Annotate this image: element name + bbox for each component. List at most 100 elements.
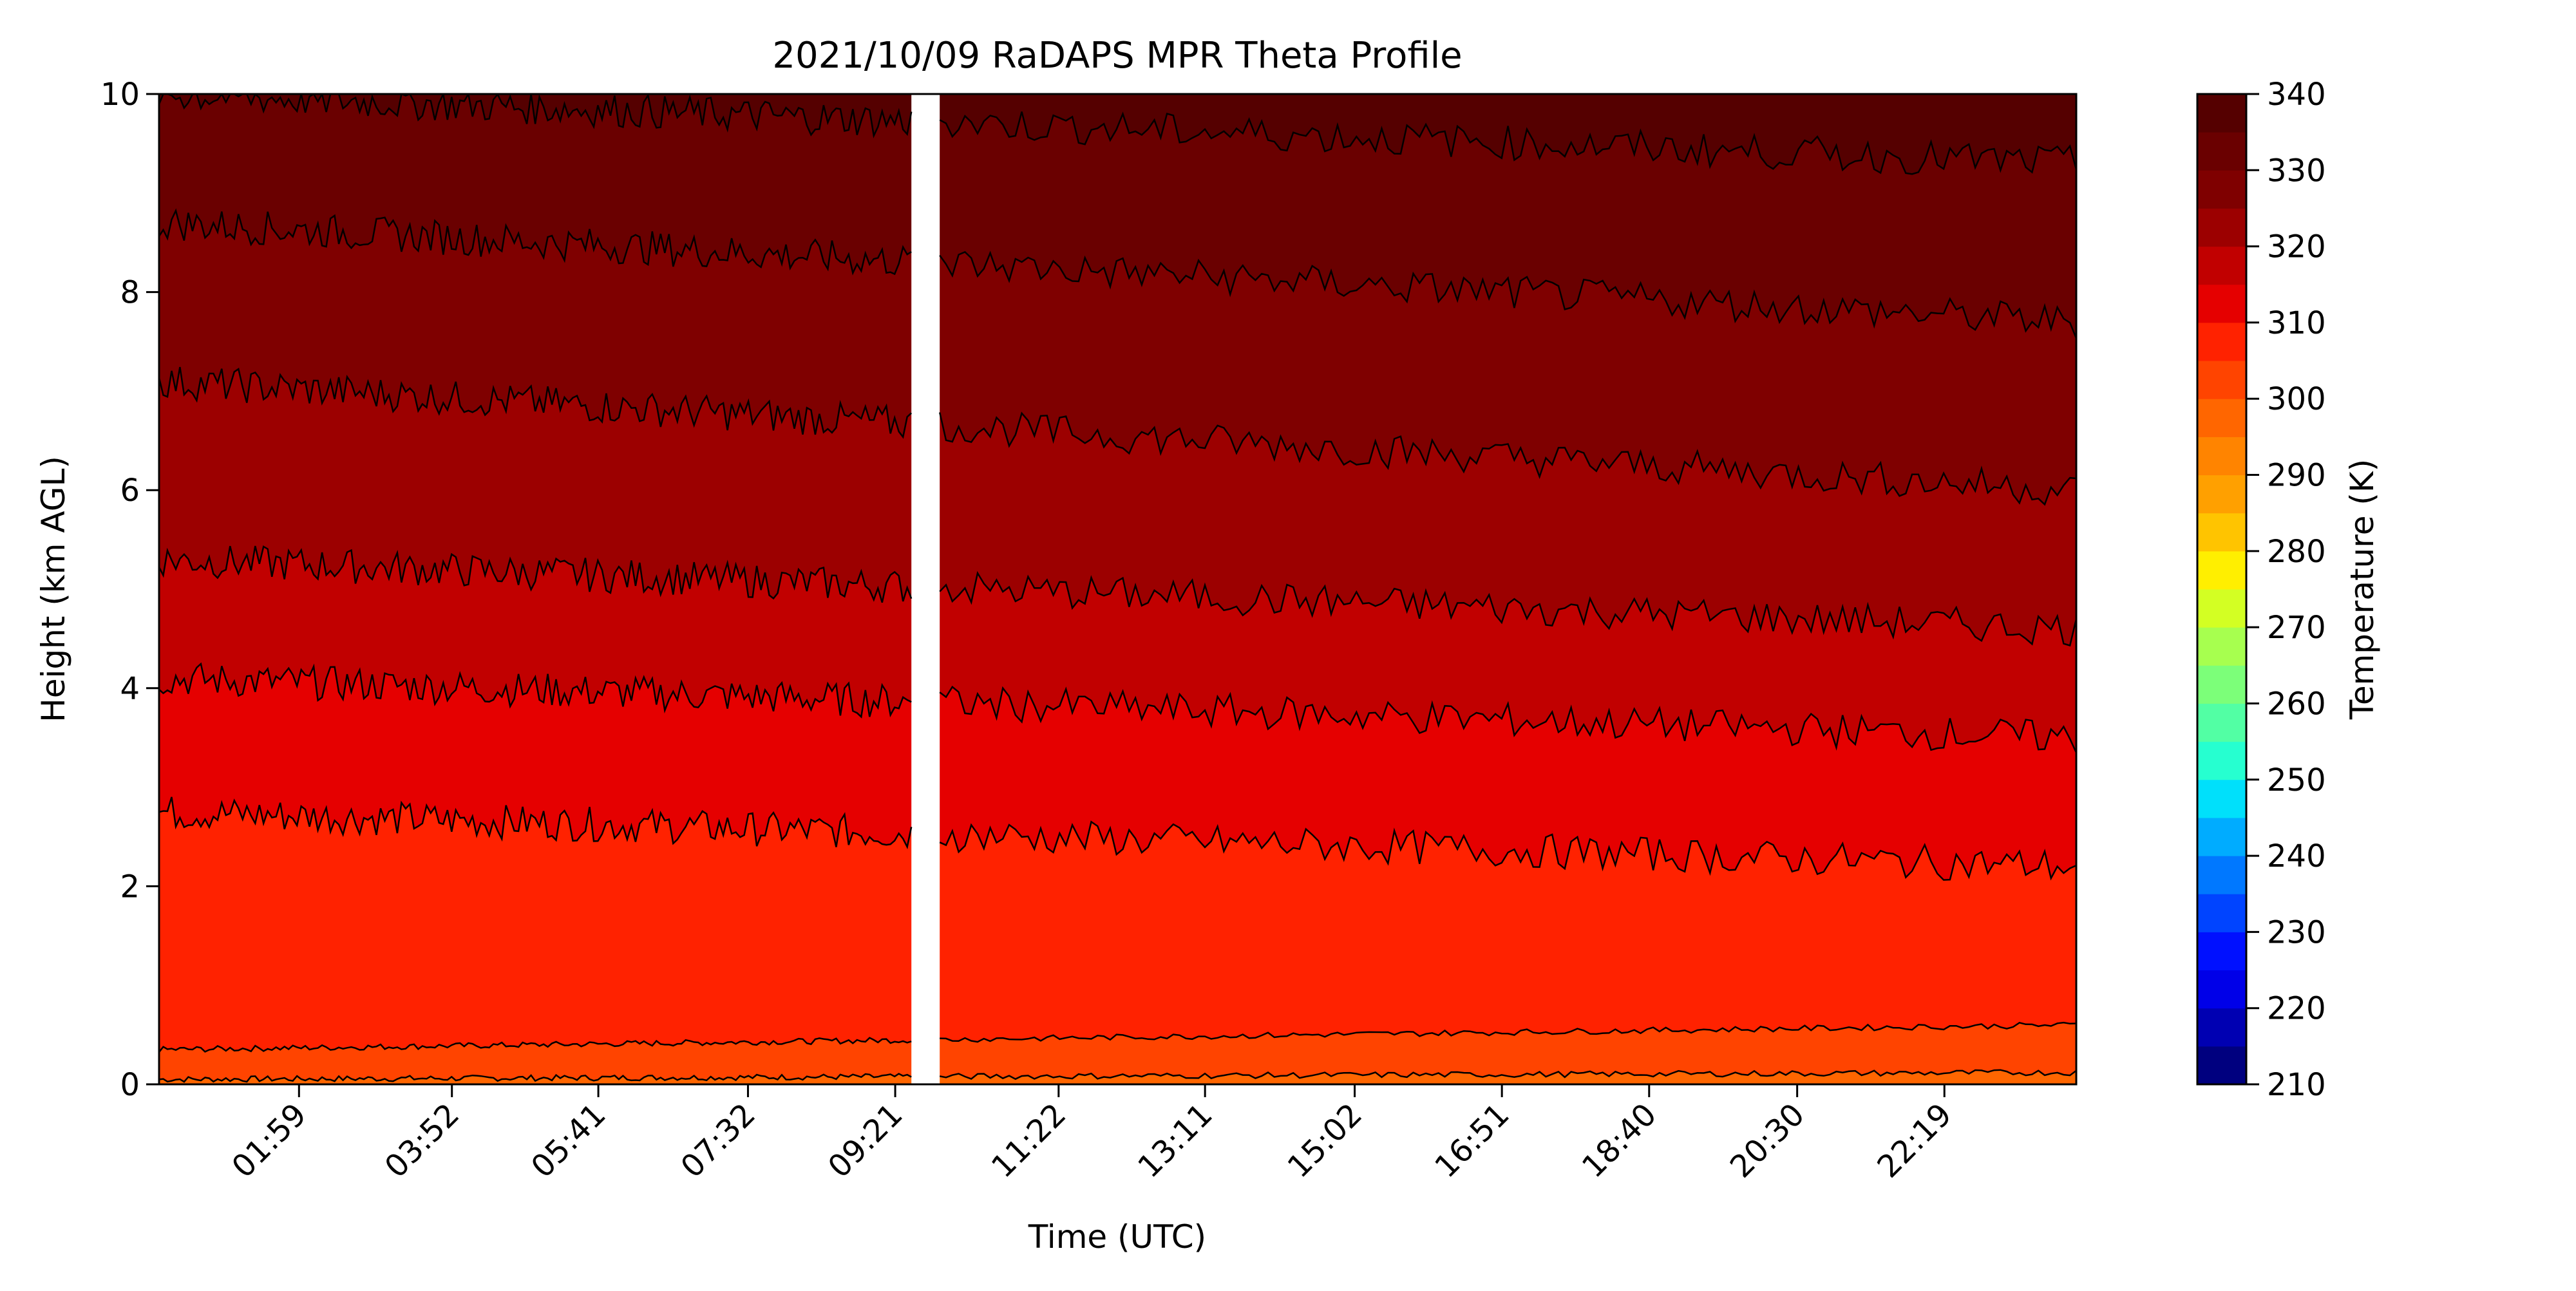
x-tick-label-01:59: 01:59 [225, 1097, 313, 1185]
colorbar-swatch-320 [2197, 208, 2246, 247]
contour-band-325-seg0 [159, 211, 912, 437]
contour-band-295-seg0 [159, 1073, 912, 1084]
contour-line-305-seg0 [159, 796, 913, 850]
colorbar-tick-label-280: 280 [2267, 534, 2326, 570]
colorbar-tick-label-340: 340 [2267, 77, 2326, 113]
y-axis-label: Height (km AGL) [35, 456, 72, 722]
contour-line-310-seg1 [939, 685, 2076, 753]
x-tick-label-16:51: 16:51 [1428, 1097, 1516, 1185]
y-axis: 0 2 4 6 8 10 [100, 77, 159, 1103]
colorbar-swatch-295 [2197, 399, 2246, 437]
colorbar-frame [2196, 93, 2248, 1086]
colorbar-swatch-260 [2197, 665, 2246, 704]
colorbar-tick-label-300: 300 [2267, 381, 2326, 417]
contour-line-325-seg0 [159, 208, 912, 276]
colorbar-tick-label-250: 250 [2267, 762, 2326, 798]
colorbar-swatch-220 [2197, 970, 2246, 1009]
contour-line-325-seg1 [939, 250, 2076, 339]
contour-line-305-seg1 [939, 820, 2076, 881]
contour-band-305-seg1 [940, 822, 2076, 1042]
colorbar-swatch-215 [2197, 1008, 2246, 1047]
contour-line-295-seg0 [159, 1073, 912, 1083]
colorbar-swatch-250 [2197, 741, 2246, 780]
contour-line-315-seg0 [159, 545, 913, 603]
plot-frame [158, 93, 2078, 1086]
x-tick-label-03:52: 03:52 [378, 1097, 466, 1185]
colorbar-tick-label-240: 240 [2267, 838, 2326, 874]
y-tick-label-4: 4 [120, 671, 140, 707]
contour-band-320-seg0 [159, 367, 912, 603]
plot-area [159, 94, 2076, 1084]
x-tick-label-15:02: 15:02 [1281, 1097, 1369, 1185]
contour-band-325-seg1 [940, 252, 2076, 505]
colorbar-label: Temperature (K) [2344, 459, 2381, 720]
colorbar-swatch-225 [2197, 932, 2246, 971]
contour-band-300-seg0 [159, 1037, 912, 1082]
y-tick-label-8: 8 [120, 275, 140, 311]
colorbar-swatch-300 [2197, 361, 2246, 399]
y-tick-label-10: 10 [100, 77, 140, 113]
colorbar-swatch-275 [2197, 551, 2246, 590]
colorbar-swatch-230 [2197, 894, 2246, 932]
colorbar: 210 220 230 240 250 260 270 280 290 300 310 320 330 3… [2196, 77, 2326, 1103]
contour-band-330-seg1 [940, 111, 2076, 339]
contour-line-330-seg0 [159, 94, 913, 138]
contour-line-315-seg1 [939, 570, 2076, 647]
y-tick-label-0: 0 [120, 1067, 140, 1103]
colorbar-swatch-235 [2197, 856, 2246, 894]
x-axis: 01:59 03:52 05:41 07:32 09:21 11:22 13:11 15:02… [225, 1084, 1959, 1185]
x-tick-label-18:40: 18:40 [1575, 1097, 1663, 1185]
x-tick-label-20:30: 20:30 [1723, 1097, 1812, 1185]
colorbar-swatch-325 [2197, 170, 2246, 209]
colorbar-swatch-245 [2197, 779, 2246, 818]
colorbar-swatch-305 [2197, 322, 2246, 361]
x-tick-label-05:41: 05:41 [524, 1097, 612, 1185]
contour-band-320-seg1 [940, 412, 2076, 646]
contour-band-top-seg1 [940, 94, 2076, 174]
x-tick-label-13:11: 13:11 [1131, 1097, 1219, 1185]
contour-band-295-seg1 [940, 1070, 2076, 1084]
colorbar-tick-label-310: 310 [2267, 305, 2326, 341]
colorbar-swatch-270 [2197, 589, 2246, 628]
y-tick-label-6: 6 [120, 473, 140, 509]
colorbar-swatch-210 [2197, 1046, 2246, 1085]
contour-line-300-seg0 [159, 1037, 912, 1053]
colorbar-swatch-265 [2197, 627, 2246, 666]
contour-line-300-seg1 [940, 1021, 2076, 1043]
colorbar-tick-label-270: 270 [2267, 610, 2326, 646]
colorbar-swatch-310 [2197, 284, 2246, 323]
colorbar-tick-label-320: 320 [2267, 229, 2326, 265]
colorbar-swatch-285 [2197, 475, 2246, 514]
x-tick-label-07:32: 07:32 [674, 1097, 762, 1185]
contour-line-295-seg1 [939, 1069, 2076, 1080]
contour-band-315-seg1 [940, 573, 2076, 753]
colorbar-swatch-290 [2197, 437, 2246, 476]
chart-title: 2021/10/09 RaDAPS MPR Theta Profile [772, 35, 1462, 77]
colorbar-tick-label-220: 220 [2267, 991, 2326, 1027]
contour-line-320-seg0 [159, 366, 913, 439]
colorbar-swatch-280 [2197, 513, 2246, 552]
colorbar-tick-label-260: 260 [2267, 686, 2326, 722]
colorbar-tick-label-230: 230 [2267, 914, 2326, 950]
colorbar-swatch-330 [2197, 132, 2246, 171]
colorbar-swatch-335 [2197, 94, 2246, 133]
colorbar-swatch-255 [2197, 703, 2246, 742]
contour-band-305-seg0 [159, 796, 912, 1053]
x-axis-label: Time (UTC) [1028, 1218, 1206, 1256]
colorbar-tick-label-290: 290 [2267, 458, 2326, 494]
colorbar-tick-label-330: 330 [2267, 153, 2326, 189]
contour-band-310-seg1 [940, 686, 2076, 880]
contour-line-310-seg0 [159, 662, 912, 719]
contour-band-330-seg0 [159, 94, 912, 274]
contour-line-320-seg1 [938, 411, 2076, 506]
colorbar-swatch-240 [2197, 817, 2246, 856]
x-tick-label-11:22: 11:22 [985, 1097, 1073, 1185]
contour-line-330-seg1 [939, 111, 2076, 175]
colorbar-tick-label-210: 210 [2267, 1067, 2326, 1103]
colorbar-swatch-315 [2197, 246, 2246, 285]
contour-band-310-seg0 [159, 664, 912, 847]
x-tick-label-22:19: 22:19 [1870, 1097, 1958, 1185]
x-tick-label-09:21: 09:21 [821, 1097, 909, 1185]
